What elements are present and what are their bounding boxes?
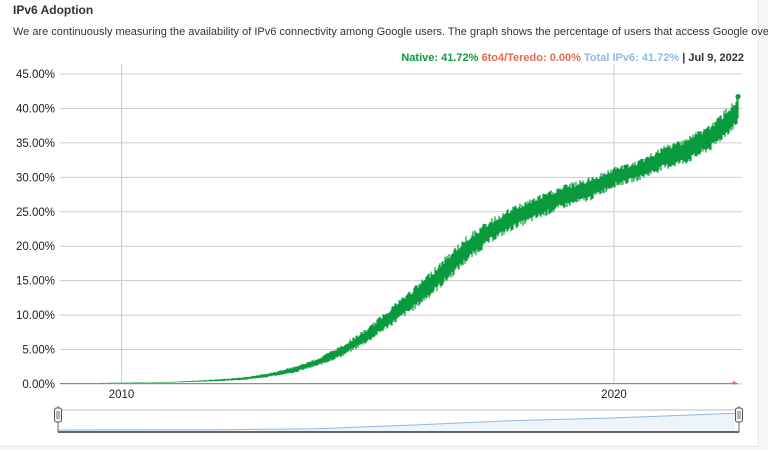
x-tick-label: 2010: [109, 389, 135, 401]
y-tick-label: 0.00%: [22, 379, 55, 391]
y-tick-label: 45.00%: [16, 69, 55, 81]
handle-grip: [735, 407, 743, 423]
y-tick-label: 10.00%: [16, 310, 55, 322]
page-title: IPv6 Adoption: [13, 3, 94, 17]
ipv6-adoption-chart[interactable]: 0.00% 5.00% 10.00% 15.00% 20.00% 25.00% 30.00%…: [0, 0, 758, 446]
navigator-line: [57, 412, 736, 431]
legend-date: Jul 9, 2022: [688, 52, 744, 64]
navigator-handle-right[interactable]: [735, 406, 743, 432]
range-navigator[interactable]: [54, 406, 743, 433]
navigator-area: [58, 413, 736, 432]
y-tick-label: 20.00%: [16, 241, 55, 253]
y-tick-label: 30.00%: [16, 172, 55, 184]
page-description: We are continuously measuring the availa…: [13, 26, 768, 38]
legend-teredo: 6to4/Teredo: 0.00%: [481, 52, 581, 64]
y-tick-label: 5.00%: [22, 345, 55, 357]
y-tick-label: 40.00%: [16, 103, 55, 115]
y-tick-label: 15.00%: [16, 276, 55, 288]
legend-separator: |: [682, 52, 686, 64]
legend-total: Total IPv6: 41.72%: [583, 52, 680, 64]
y-tick-label: 25.00%: [16, 207, 55, 219]
y-tick-label: 35.00%: [16, 138, 55, 150]
legend-native: Native: 41.72%: [401, 52, 479, 64]
chart-legend: Native: 41.72% 6to4/Teredo: 0.00% Total …: [401, 52, 744, 64]
navigator-handle-left[interactable]: [54, 406, 62, 432]
native-series: [59, 96, 739, 384]
x-tick-label: 2020: [601, 389, 627, 401]
teredo-last-point: [732, 381, 736, 385]
handle-grip: [54, 407, 62, 423]
native-last-point: [735, 93, 741, 100]
chart-grid: [60, 64, 742, 385]
